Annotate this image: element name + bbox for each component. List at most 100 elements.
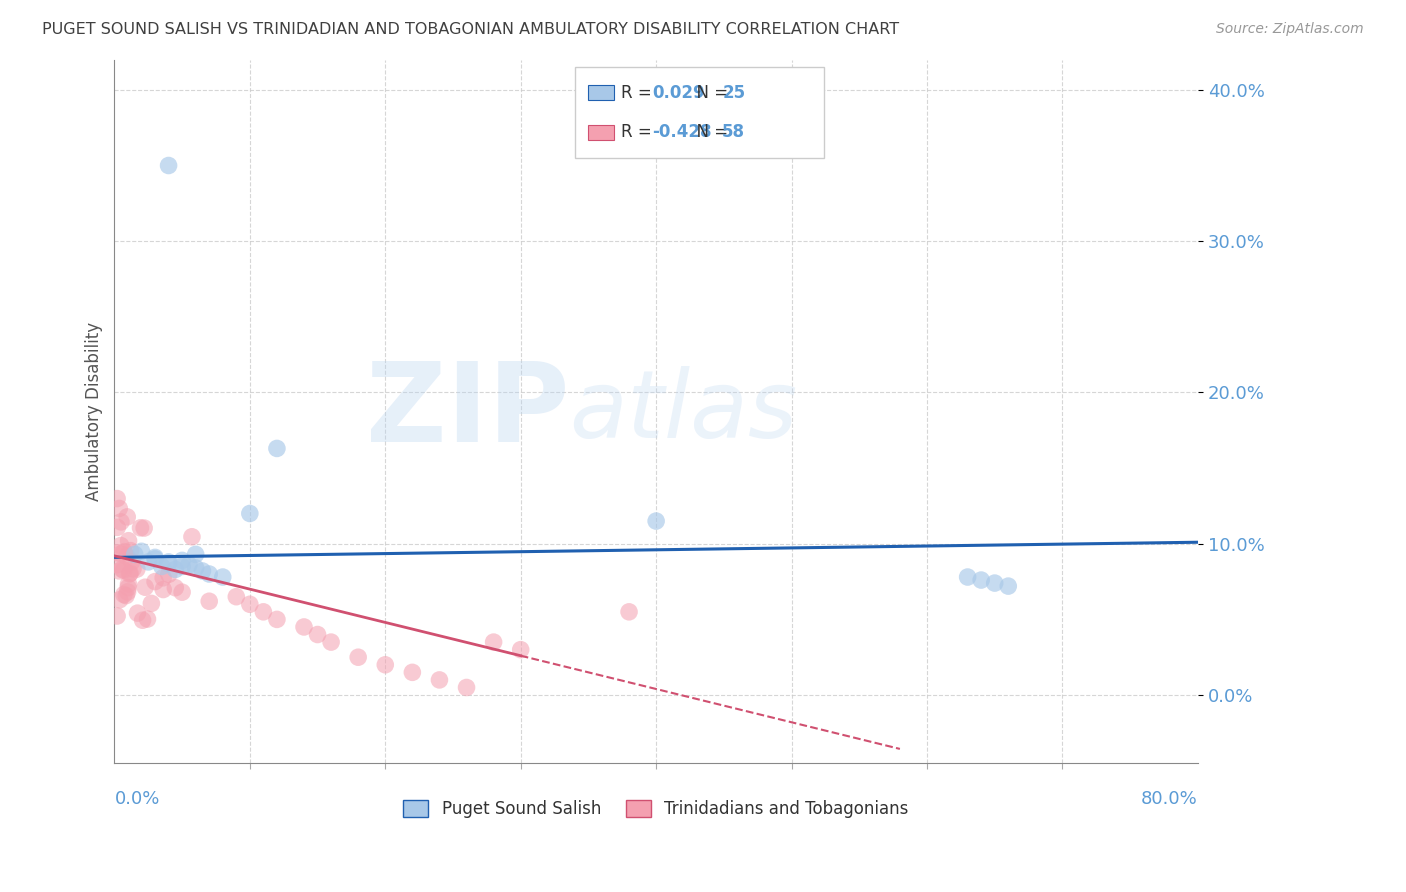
- Point: [111, 562, 134, 576]
- Point: [120, 543, 142, 558]
- Point: [198, 567, 221, 582]
- Text: 25: 25: [723, 84, 745, 102]
- FancyBboxPatch shape: [588, 125, 614, 140]
- Point: [120, 566, 142, 581]
- Point: [105, 558, 128, 572]
- Point: [374, 657, 396, 672]
- Point: [983, 576, 1005, 591]
- Point: [110, 515, 132, 529]
- Point: [157, 557, 180, 571]
- Point: [105, 546, 128, 560]
- Point: [239, 597, 262, 611]
- Point: [184, 547, 207, 561]
- Point: [108, 501, 131, 516]
- Point: [191, 564, 214, 578]
- Point: [108, 592, 131, 607]
- Point: [115, 589, 138, 603]
- Point: [165, 562, 187, 576]
- Point: [115, 549, 138, 564]
- Text: N =: N =: [686, 84, 734, 102]
- Point: [211, 570, 233, 584]
- FancyBboxPatch shape: [575, 67, 824, 158]
- Point: [157, 159, 180, 173]
- Point: [307, 627, 329, 641]
- FancyBboxPatch shape: [588, 85, 614, 101]
- Point: [482, 635, 505, 649]
- Point: [117, 585, 139, 599]
- Text: 0.029: 0.029: [652, 84, 704, 102]
- Point: [152, 582, 174, 597]
- Point: [970, 573, 993, 587]
- Point: [292, 620, 315, 634]
- Point: [172, 585, 194, 599]
- Text: N =: N =: [686, 123, 734, 142]
- Point: [225, 590, 247, 604]
- Point: [645, 514, 668, 528]
- Point: [127, 606, 149, 620]
- Point: [401, 665, 423, 680]
- Text: Source: ZipAtlas.com: Source: ZipAtlas.com: [1216, 22, 1364, 37]
- Point: [136, 555, 159, 569]
- Point: [112, 563, 135, 577]
- Text: R =: R =: [621, 84, 658, 102]
- Point: [118, 566, 141, 581]
- Point: [239, 507, 262, 521]
- Point: [956, 570, 979, 584]
- Point: [131, 613, 153, 627]
- Point: [184, 561, 207, 575]
- Y-axis label: Ambulatory Disability: Ambulatory Disability: [86, 322, 103, 501]
- Point: [121, 555, 143, 569]
- Point: [134, 580, 156, 594]
- Point: [117, 581, 139, 595]
- Point: [112, 588, 135, 602]
- Point: [266, 442, 288, 456]
- Point: [124, 547, 146, 561]
- Point: [165, 581, 187, 595]
- Point: [157, 555, 180, 569]
- Point: [136, 612, 159, 626]
- Point: [997, 579, 1019, 593]
- Point: [150, 559, 173, 574]
- Point: [134, 521, 156, 535]
- Point: [141, 596, 163, 610]
- Point: [105, 491, 128, 506]
- Text: 58: 58: [723, 123, 745, 142]
- Point: [105, 609, 128, 624]
- Text: PUGET SOUND SALISH VS TRINIDADIAN AND TOBAGONIAN AMBULATORY DISABILITY CORRELATI: PUGET SOUND SALISH VS TRINIDADIAN AND TO…: [42, 22, 900, 37]
- Point: [172, 559, 194, 574]
- Point: [456, 681, 478, 695]
- Point: [115, 509, 138, 524]
- Text: ZIP: ZIP: [366, 358, 569, 465]
- Point: [112, 545, 135, 559]
- Point: [319, 635, 342, 649]
- Point: [110, 539, 132, 553]
- Legend: Puget Sound Salish, Trinidadians and Tobagonians: Puget Sound Salish, Trinidadians and Tob…: [396, 794, 915, 825]
- Point: [122, 562, 145, 576]
- Point: [105, 520, 128, 534]
- Point: [172, 553, 194, 567]
- Point: [117, 577, 139, 591]
- Point: [157, 567, 180, 582]
- Text: atlas: atlas: [569, 366, 797, 457]
- Point: [198, 594, 221, 608]
- Point: [108, 564, 131, 578]
- Point: [429, 673, 451, 687]
- Point: [347, 650, 370, 665]
- Point: [252, 605, 274, 619]
- Point: [129, 521, 152, 535]
- Point: [181, 530, 204, 544]
- Point: [266, 612, 288, 626]
- Point: [117, 533, 139, 548]
- Text: 0.0%: 0.0%: [114, 790, 160, 808]
- Point: [177, 558, 200, 572]
- Point: [143, 552, 166, 566]
- Point: [125, 562, 148, 576]
- Point: [152, 571, 174, 585]
- Point: [110, 547, 132, 561]
- Text: 80.0%: 80.0%: [1142, 790, 1198, 808]
- Text: -0.428: -0.428: [652, 123, 711, 142]
- Text: R =: R =: [621, 123, 658, 142]
- Point: [143, 574, 166, 589]
- Point: [509, 642, 531, 657]
- Point: [131, 544, 153, 558]
